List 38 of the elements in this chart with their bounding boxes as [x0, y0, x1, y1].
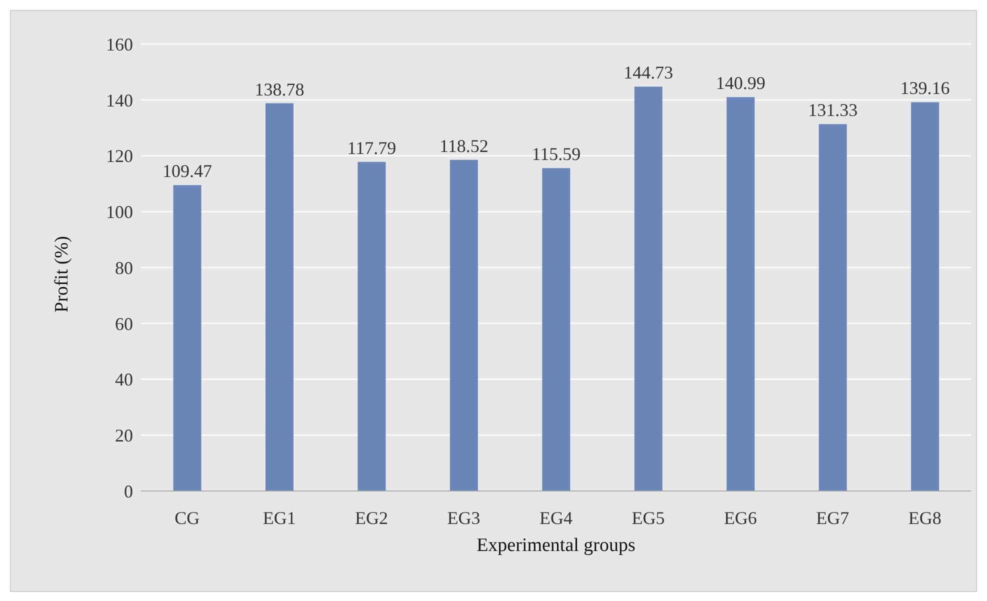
bar: [358, 162, 386, 491]
data-label: 109.47: [162, 161, 212, 182]
bar: [818, 124, 847, 491]
y-tick-label: 120: [106, 146, 133, 166]
x-tick-label: EG2: [355, 508, 388, 528]
y-tick-label: 80: [115, 258, 133, 278]
bar: [542, 168, 570, 491]
bar: [634, 86, 662, 491]
y-tick-label: 40: [115, 370, 133, 390]
x-tick-label: EG6: [724, 508, 757, 528]
y-tick-label: 0: [124, 481, 133, 502]
x-tick-label: CG: [174, 508, 200, 528]
y-tick-label: 60: [115, 314, 133, 334]
bar: [911, 102, 940, 491]
data-label: 118.52: [440, 136, 488, 156]
x-tick-label: EG5: [632, 508, 665, 528]
bar: [266, 103, 294, 491]
x-tick-label: EG7: [816, 508, 850, 528]
y-axis-title: Profit (%): [52, 236, 73, 312]
x-axis-title: Experimental groups: [476, 535, 636, 556]
x-tick-label: EG4: [540, 508, 572, 528]
x-tick-label: EG3: [447, 508, 480, 528]
bar: [726, 97, 755, 491]
data-label: 139.16: [900, 78, 950, 98]
x-tick-label: EG8: [908, 508, 942, 528]
y-tick-label: 20: [115, 426, 133, 446]
data-label: 117.79: [347, 138, 396, 158]
data-label: 131.33: [808, 100, 858, 120]
data-label: 140.99: [716, 73, 766, 94]
x-tick-label: EG1: [262, 508, 296, 528]
data-label: 115.59: [532, 144, 581, 164]
data-label: 144.73: [624, 62, 674, 83]
bar: [173, 185, 202, 491]
bar: [450, 160, 478, 491]
y-tick-label: 160: [106, 34, 133, 54]
data-label: 138.78: [254, 79, 304, 100]
y-tick-label: 100: [106, 202, 133, 222]
y-tick-label: 140: [106, 90, 133, 110]
